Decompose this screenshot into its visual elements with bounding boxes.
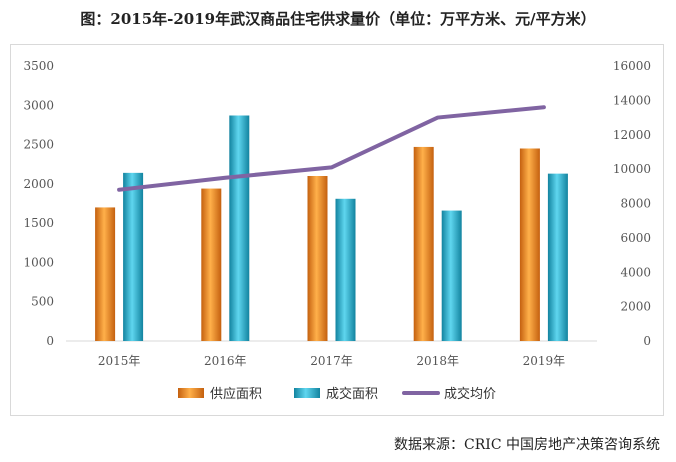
x-tick-label: 2015年 [98, 354, 141, 368]
x-tick-label: 2017年 [310, 354, 353, 368]
legend-group: 供应面积 成交面积 成交均价 [178, 386, 496, 402]
y-left-tick-label: 0 [46, 334, 54, 348]
y-right-tick-label: 10000 [613, 162, 651, 176]
y-right-tick-label: 6000 [620, 231, 651, 245]
bar-成交面积-2017年 [335, 198, 356, 341]
line-成交均价 [117, 105, 546, 192]
y-left-tick-label: 2500 [23, 138, 54, 152]
y-right-tick-label: 12000 [613, 128, 651, 142]
y-right-tick-label: 14000 [613, 93, 651, 107]
bar-供应面积-2019年 [519, 148, 540, 341]
y-left-tick-label: 1500 [23, 216, 54, 230]
legend-label: 成交均价 [444, 386, 496, 402]
y-right-tick-label: 0 [643, 334, 651, 348]
legend-label: 供应面积 [210, 386, 262, 402]
bar-供应面积-2018年 [413, 146, 434, 341]
legend-swatch [178, 388, 204, 398]
data-source: 数据来源：CRIC 中国房地产决策咨询系统 [394, 437, 660, 453]
bar-成交面积-2018年 [441, 210, 462, 341]
bar-供应面积-2015年 [95, 207, 116, 341]
y-right-tick-label: 4000 [620, 265, 651, 279]
y-right-tick-label: 2000 [620, 300, 651, 314]
bar-供应面积-2017年 [307, 176, 328, 341]
y-left-tick-label: 2000 [23, 177, 54, 191]
legend-label: 成交面积 [326, 386, 378, 402]
y-left-tick-label: 3500 [23, 59, 54, 73]
y-left-tick-label: 1000 [23, 255, 54, 269]
legend-swatch [294, 388, 320, 398]
bar-成交面积-2019年 [547, 173, 568, 341]
line-group [117, 105, 546, 192]
y-left-tick-label: 3000 [23, 98, 54, 112]
y-left-tick-label: 500 [31, 295, 54, 309]
x-tick-label: 2018年 [416, 354, 459, 368]
chart-title: 图：2015年-2019年武汉商品住宅供求量价（单位：万平方米、元/平方米） [80, 10, 596, 28]
x-tick-label: 2019年 [523, 354, 566, 368]
chart-frame [10, 44, 664, 416]
axes-group: 0 500 1000 1500 2000 2500 3000 3500 0 2000 4000 600… [23, 59, 651, 368]
y-right-tick-label: 8000 [620, 197, 651, 211]
bar-成交面积-2016年 [229, 115, 250, 341]
y-right-tick-label: 16000 [613, 59, 651, 73]
bar-供应面积-2016年 [201, 188, 222, 341]
bars-group [95, 115, 568, 341]
bar-成交面积-2015年 [123, 172, 144, 341]
x-tick-label: 2016年 [204, 354, 247, 368]
